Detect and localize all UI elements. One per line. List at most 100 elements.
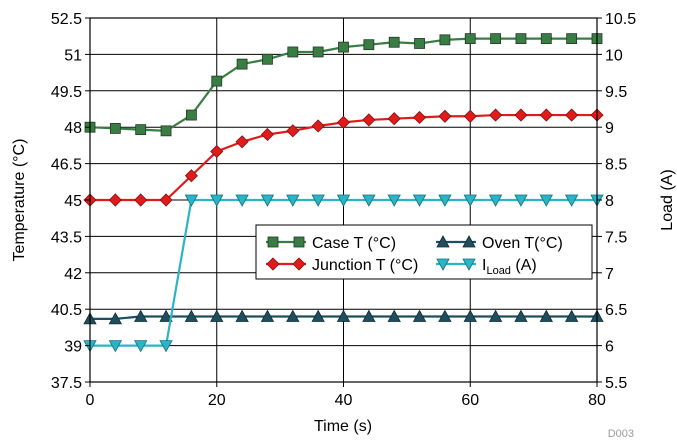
legend-swatch-marker — [292, 257, 306, 271]
series-3-point — [159, 340, 173, 353]
series-2-point — [438, 309, 452, 322]
series-3-point — [564, 194, 579, 207]
series-2-point — [134, 309, 148, 322]
x-tick-label: 80 — [588, 392, 606, 409]
series-1-point — [463, 109, 477, 123]
y-left-tick-label: 45 — [64, 193, 82, 210]
series-1-point — [184, 169, 198, 183]
series-2-point — [336, 309, 351, 322]
x-tick-label: 40 — [335, 392, 353, 409]
series-3-point — [108, 340, 123, 353]
series-3-point — [184, 194, 199, 207]
y-right-tick-label: 5.5 — [605, 375, 627, 392]
series-1-point — [514, 108, 528, 122]
legend-swatch-marker — [462, 235, 476, 248]
series-2-point — [108, 312, 123, 325]
series-3-point — [210, 194, 224, 207]
series-1-point — [210, 144, 224, 159]
series-1-point — [387, 112, 401, 126]
y-left-tick-label: 37.5 — [51, 375, 82, 392]
y-left-tick-label: 40.5 — [51, 302, 82, 319]
y-right-tick-label: 7 — [605, 266, 614, 283]
legend-box — [255, 224, 593, 280]
y-left-tick-label: 49.5 — [51, 84, 82, 101]
y-left-tick-label: 52.5 — [51, 11, 82, 28]
series-0-point — [262, 53, 273, 65]
series-3-point — [286, 194, 300, 207]
y-axis-title-right: Load (A) — [659, 169, 676, 230]
series-2-point — [488, 309, 503, 322]
y-left-tick-label: 43.5 — [51, 229, 82, 246]
y-right-tick-label: 9.5 — [605, 84, 627, 101]
legend-swatch-marker — [462, 258, 476, 271]
y-left-tick-label: 46.5 — [51, 157, 82, 174]
series-0-point — [566, 33, 578, 45]
series-0-point — [135, 124, 147, 136]
y-right-tick-label: 8.5 — [605, 157, 627, 174]
series-2-point — [362, 309, 376, 322]
y-left-tick-label: 51 — [64, 47, 82, 64]
series-1-point — [489, 108, 503, 122]
series-2-point — [463, 309, 477, 322]
y-right-tick-label: 8 — [605, 193, 614, 210]
series-3-point — [235, 194, 249, 207]
series-1-point — [412, 110, 427, 125]
figure-id: D003 — [608, 428, 634, 438]
series-2-point — [210, 309, 224, 322]
series-0-point — [439, 34, 451, 46]
series-3-point — [514, 194, 528, 207]
legend-swatch-marker — [266, 257, 280, 271]
y-right-tick-label: 6.5 — [605, 302, 627, 319]
legend-swatch-marker — [436, 258, 450, 271]
legend-swatch-marker — [267, 236, 279, 248]
series-1-point — [235, 135, 249, 149]
legend-swatch-marker — [293, 236, 305, 248]
series-1-point — [108, 193, 122, 207]
legend-label: Oven T(°C) — [482, 235, 563, 252]
series-2-point — [260, 309, 275, 322]
x-tick-label: 60 — [461, 392, 479, 409]
series-2-point — [412, 309, 427, 322]
series-1-point — [539, 108, 553, 122]
series-3-point — [412, 194, 427, 207]
x-tick-label: 20 — [208, 392, 226, 409]
series-3-point — [260, 194, 275, 207]
series-2-point — [184, 309, 199, 322]
series-0-point — [490, 33, 502, 45]
series-3-point — [463, 194, 477, 207]
series-1-point — [362, 113, 376, 127]
series-3-point — [488, 194, 503, 207]
series-3-point — [134, 340, 148, 353]
series-3-point — [438, 194, 452, 207]
legend-swatch-marker — [436, 235, 450, 248]
series-0-point — [363, 39, 375, 51]
y-left-tick-label: 39 — [64, 339, 82, 356]
series-0-point — [109, 123, 121, 134]
series-1-point — [438, 109, 452, 123]
series-1-point — [159, 193, 173, 207]
legend-label: Junction T (°C) — [312, 257, 418, 274]
y-right-tick-label: 10 — [605, 47, 623, 64]
series-1-point — [134, 193, 148, 207]
series-1-point — [565, 108, 579, 122]
y-right-tick-label: 7.5 — [605, 229, 627, 246]
series-0-point — [414, 38, 425, 49]
y-axis-title-left: Temperature (°C) — [11, 139, 28, 262]
series-0-point — [388, 36, 400, 48]
series-0-point — [236, 58, 248, 70]
series-3-point — [362, 194, 376, 207]
series-0-point — [287, 46, 299, 58]
y-left-tick-label: 48 — [64, 120, 82, 137]
series-0-point — [540, 33, 552, 45]
series-3-point — [336, 194, 351, 207]
series-2-point — [387, 309, 401, 322]
y-right-tick-label: 10.5 — [605, 11, 636, 28]
series-0-point — [160, 125, 172, 137]
series-2-point — [539, 309, 553, 322]
series-3-point — [387, 194, 401, 207]
series-0-point — [464, 33, 476, 45]
y-left-tick-label: 42 — [64, 266, 82, 283]
series-0-point — [185, 109, 197, 121]
series-1-point — [311, 119, 325, 133]
